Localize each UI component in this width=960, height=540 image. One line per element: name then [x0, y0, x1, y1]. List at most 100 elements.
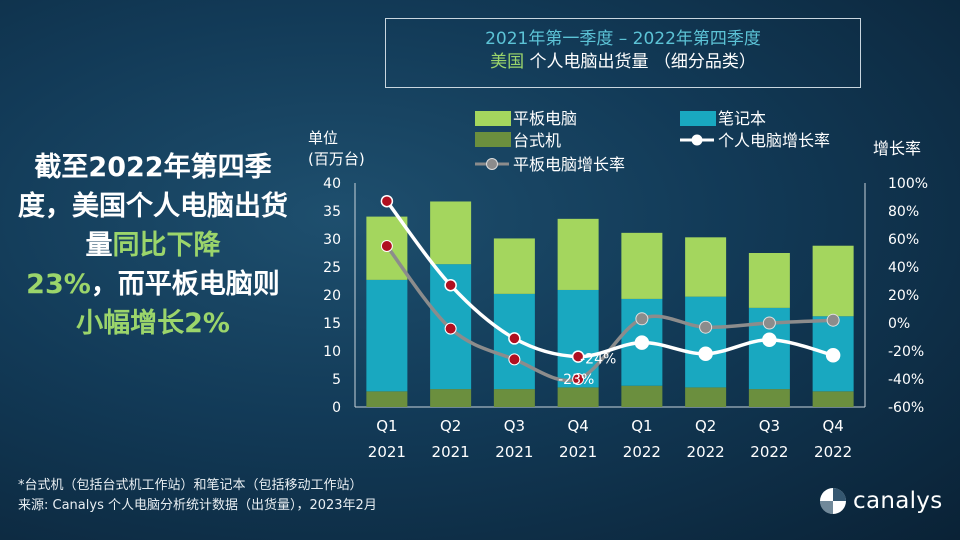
headline-text: 截至2022年第四季度，美国个人电脑出货量同比下降 23%，而平板电脑则小幅增长2…	[8, 148, 298, 343]
legend-swatch-notebook	[680, 111, 716, 126]
headline-part: ，而平板电脑则	[90, 269, 280, 300]
left-tick-label: 15	[323, 316, 341, 332]
x-tick-quarter: Q4	[822, 417, 843, 435]
pc-growth-point	[698, 346, 713, 362]
legend-label: 笔记本	[718, 109, 766, 128]
x-tick-year: 2021	[432, 443, 470, 461]
headline-year: 2022	[88, 152, 164, 183]
x-tick-year: 2022	[814, 443, 852, 461]
annotation-label: -23%	[558, 372, 594, 388]
headline-growth-value: 2%	[184, 308, 230, 339]
tablet-growth-point	[635, 312, 649, 326]
right-tick-label: 80%	[888, 204, 919, 220]
bar-segment	[621, 232, 663, 299]
x-tick-year: 2022	[750, 443, 788, 461]
chart-title-subject: 个人电脑出货量 （细分品类）	[524, 52, 756, 72]
left-tick-label: 5	[332, 372, 341, 388]
canalys-logo: canalys	[818, 486, 943, 516]
bar-segment	[621, 385, 663, 407]
bar-segment	[493, 389, 535, 407]
left-tick-label: 20	[323, 288, 341, 304]
legend-marker-tablet-growth	[486, 158, 498, 170]
bar-segment	[748, 253, 790, 308]
right-tick-label: 0%	[888, 316, 910, 332]
headline-decline-label: 同比下降	[112, 230, 221, 261]
bar-segment	[685, 237, 727, 297]
legend-label: 平板电脑	[513, 109, 577, 128]
legend-label: 台式机	[513, 131, 561, 150]
right-tick-label: -60%	[888, 400, 924, 416]
bar-segment	[557, 387, 599, 407]
headline-part: 年第四季度，美国个人电脑出货量	[18, 152, 288, 261]
bar-segment	[430, 389, 472, 407]
right-tick-label: 60%	[888, 232, 919, 248]
tablet-growth-point	[699, 320, 713, 334]
bar-segment	[493, 238, 535, 294]
x-tick-year: 2022	[687, 443, 725, 461]
right-axis-title: 增长率	[873, 139, 921, 158]
x-tick-quarter: Q2	[440, 417, 461, 435]
headline-part: 截至	[34, 152, 89, 183]
left-tick-label: 35	[323, 204, 341, 220]
left-axis-unit: (百万台)	[308, 150, 365, 168]
tablet-growth-point	[380, 240, 393, 252]
left-tick-label: 0	[332, 400, 341, 416]
x-tick-quarter: Q1	[631, 417, 652, 435]
x-tick-quarter: Q1	[376, 417, 397, 435]
chart-title-box: 2021年第一季度 – 2022年第四季度 美国 个人电脑出货量 （细分品类）	[385, 18, 861, 88]
chart-title-main: 美国 个人电脑出货量 （细分品类）	[386, 50, 860, 74]
pc-growth-point	[825, 347, 841, 363]
x-tick-quarter: Q4	[567, 417, 588, 435]
right-tick-label: -40%	[888, 372, 924, 388]
right-tick-label: 40%	[888, 260, 919, 276]
pc-growth-point	[508, 332, 521, 345]
right-tick-label: 100%	[888, 176, 928, 192]
pc-growth-point	[571, 350, 585, 363]
tablet-growth-point	[762, 316, 776, 330]
x-tick-year: 2021	[559, 443, 597, 461]
headline-growth-label: 小幅增长	[76, 308, 185, 339]
legend-marker-pc-growth	[691, 134, 703, 146]
left-tick-label: 30	[323, 232, 341, 248]
right-tick-label: 20%	[888, 288, 919, 304]
chart-title-region: 美国	[490, 52, 525, 72]
right-tick-label: -20%	[888, 344, 924, 360]
logo-wordmark: canalys	[853, 488, 943, 514]
footnote-source: 来源: Canalys 个人电脑分析统计数据（出货量），2023年2月	[18, 498, 377, 513]
bar-segment	[557, 218, 599, 290]
canalys-logo-icon	[820, 488, 846, 514]
bar-segment	[748, 389, 790, 407]
chart-title-period: 2021年第一季度 – 2022年第四季度	[485, 29, 761, 49]
bar-segment	[685, 387, 727, 407]
left-tick-label: 40	[323, 176, 341, 192]
tablet-growth-point	[444, 322, 457, 335]
x-tick-year: 2022	[623, 443, 661, 461]
pc-growth-point	[762, 332, 777, 348]
bar-segment	[366, 279, 408, 392]
legend-swatch-tablet	[475, 111, 511, 126]
x-tick-year: 2021	[368, 443, 406, 461]
pc-growth-point	[444, 278, 457, 292]
x-tick-quarter: Q3	[759, 417, 780, 435]
left-axis-title: 单位	[308, 129, 338, 147]
footnote: *台式机（包括台式机工作站）和笔记本（包括移动工作站） 来源: Canalys …	[18, 476, 377, 516]
x-tick-quarter: Q2	[695, 417, 716, 435]
annotation-label: -24%	[580, 352, 616, 368]
tablet-growth-point	[508, 353, 521, 366]
bar-segment	[366, 391, 408, 407]
footnote-definition: *台式机（包括台式机工作站）和笔记本（包括移动工作站）	[18, 478, 363, 493]
pc-growth-point	[380, 194, 394, 208]
tablet-growth-point	[572, 373, 585, 385]
bar-segment	[685, 296, 727, 388]
legend-swatch-desktop	[475, 132, 511, 147]
left-tick-label: 25	[323, 260, 341, 276]
x-tick-quarter: Q3	[504, 417, 525, 435]
pc-growth-point	[634, 335, 650, 350]
bar-segment	[812, 391, 854, 407]
bar-segment	[430, 201, 472, 265]
legend-label: 个人电脑增长率	[718, 131, 830, 150]
headline-decline-value: 23%	[26, 269, 91, 300]
tablet-growth-point	[826, 313, 840, 327]
x-tick-year: 2021	[495, 443, 533, 461]
